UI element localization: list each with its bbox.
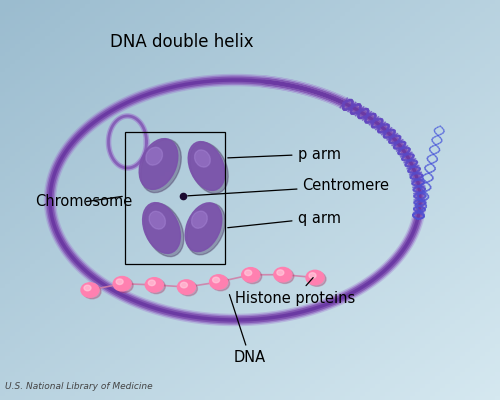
Circle shape [115,278,133,292]
Circle shape [178,280,196,294]
Circle shape [274,268,292,282]
Ellipse shape [142,203,180,253]
Circle shape [242,268,260,282]
Text: q arm: q arm [228,210,340,228]
Circle shape [116,279,123,284]
Circle shape [309,273,316,278]
Ellipse shape [185,203,222,252]
Ellipse shape [140,139,181,193]
Circle shape [212,276,230,291]
Text: p arm: p arm [228,146,340,162]
Circle shape [212,277,220,283]
Ellipse shape [188,142,225,190]
Text: DNA: DNA [230,295,266,366]
Circle shape [308,272,326,286]
Text: Centromere: Centromere [188,178,390,196]
Circle shape [148,280,156,286]
Text: U.S. National Library of Medicine: U.S. National Library of Medicine [5,382,152,391]
Bar [125,132,225,264]
Ellipse shape [149,211,166,229]
Circle shape [84,285,91,291]
Ellipse shape [190,142,228,194]
Circle shape [276,269,294,284]
Text: DNA double helix: DNA double helix [110,33,254,51]
Text: Chromosome: Chromosome [35,194,132,210]
Ellipse shape [187,204,225,255]
Circle shape [83,284,101,299]
Ellipse shape [146,147,162,165]
Text: Histone proteins: Histone proteins [235,278,355,306]
Ellipse shape [194,150,210,167]
Ellipse shape [192,211,208,228]
Circle shape [244,269,262,284]
Circle shape [306,270,324,285]
Circle shape [81,283,99,297]
Circle shape [210,275,228,289]
Circle shape [244,270,252,276]
Circle shape [180,282,188,288]
Circle shape [277,270,284,276]
Ellipse shape [144,203,184,257]
Circle shape [113,276,131,291]
Circle shape [146,278,164,292]
Circle shape [148,279,166,294]
Circle shape [180,282,198,296]
Ellipse shape [139,139,178,189]
